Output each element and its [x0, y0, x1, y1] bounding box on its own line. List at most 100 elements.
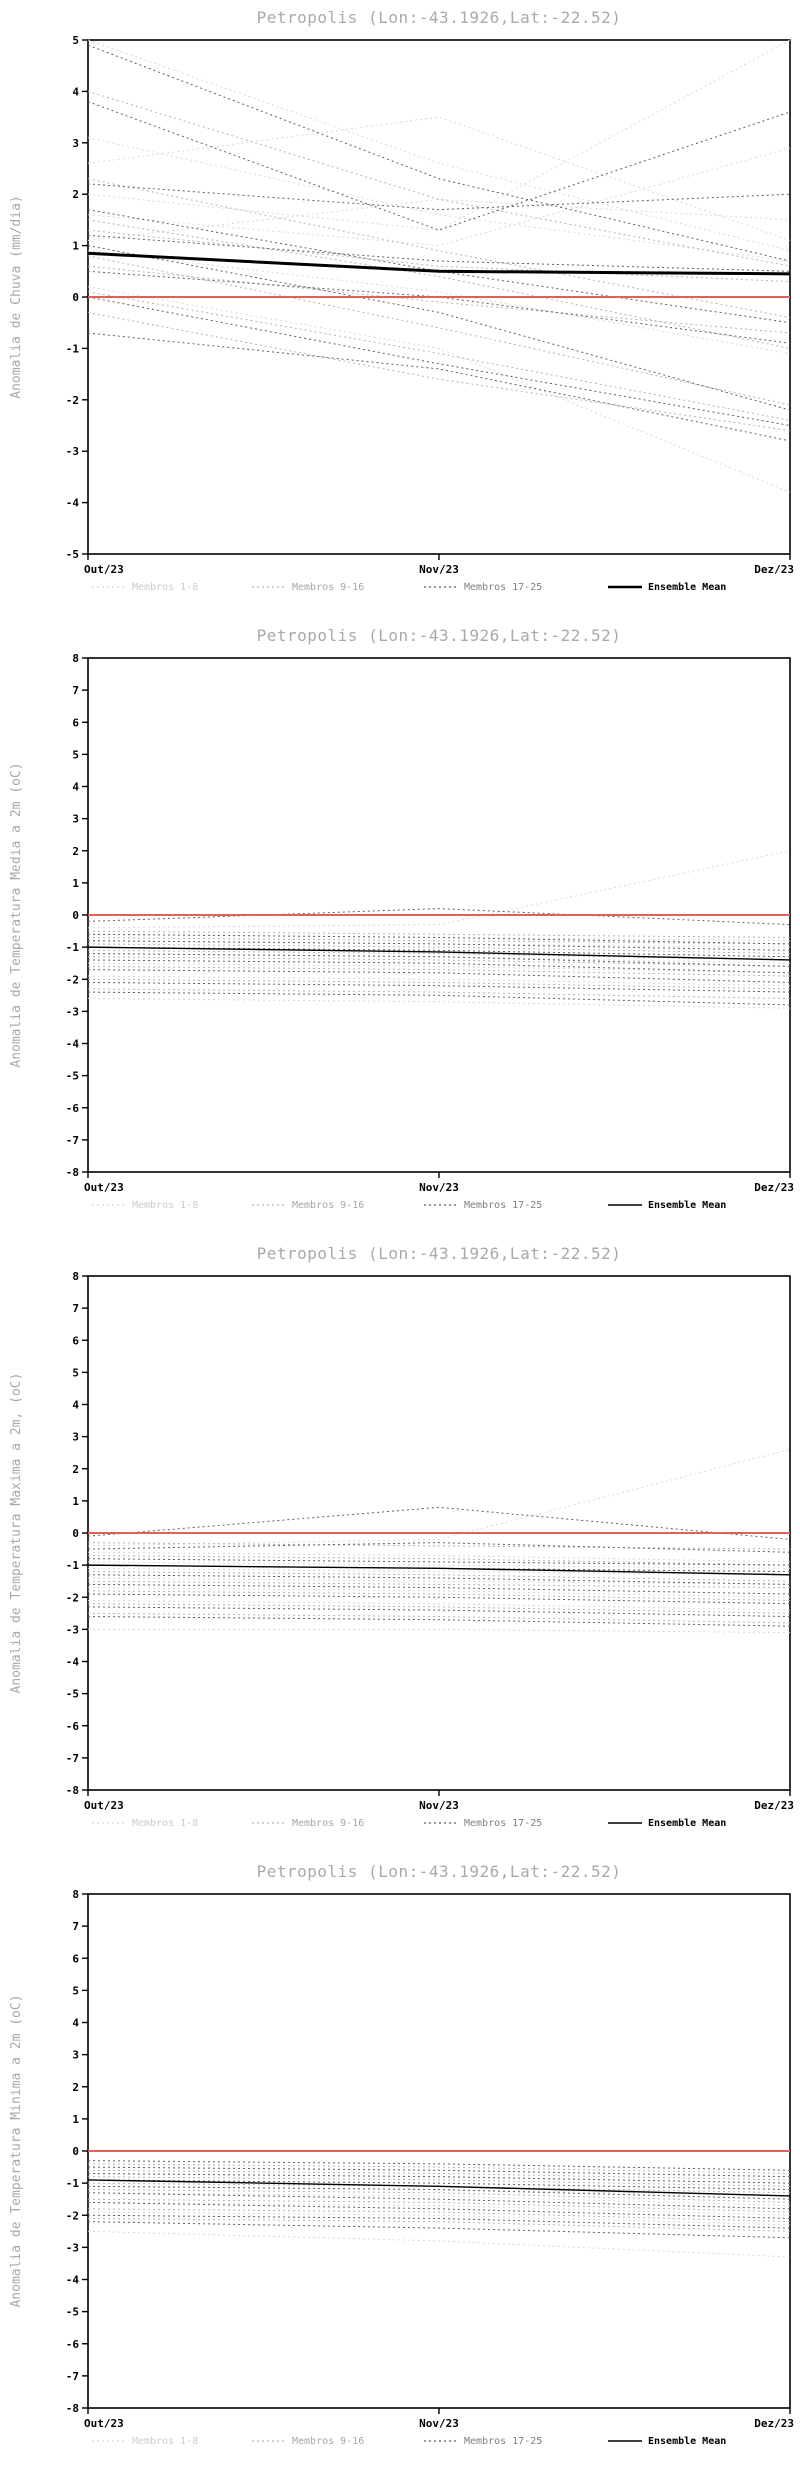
member-line	[87, 219, 791, 349]
y-tick-label: 2	[72, 1463, 79, 1476]
member-line	[87, 1554, 791, 1566]
member-line	[87, 2192, 791, 2210]
member-line	[87, 850, 791, 929]
members-group-3	[87, 44, 791, 442]
chart-panel-temp-mean: Petropolis (Lon:-43.1926,Lat:-22.52) -8 -…	[0, 618, 800, 1236]
member-line	[87, 2208, 791, 2223]
y-tick-label: -5	[66, 2306, 79, 2319]
member-line	[87, 1616, 791, 1627]
y-tick-label: -7	[66, 1134, 79, 1147]
x-tick-label: Out/23	[84, 1181, 124, 1194]
member-line	[87, 2221, 791, 2239]
y-tick-label: 1	[72, 877, 79, 890]
member-line	[87, 2230, 791, 2258]
member-line	[87, 2211, 791, 2226]
member-line	[87, 988, 791, 1000]
y-tick-label: -4	[66, 1038, 80, 1051]
member-line	[87, 998, 791, 1009]
member-line	[87, 2169, 791, 2181]
y-tick-label: 4	[72, 85, 79, 98]
member-line	[87, 2192, 791, 2207]
member-line	[87, 209, 791, 324]
member-line	[87, 2166, 791, 2178]
member-line	[87, 959, 791, 974]
y-tick-label: -8	[66, 2402, 79, 2415]
x-tick-label: Dez/23	[754, 2417, 794, 2430]
y-tick-label: 0	[72, 291, 79, 304]
member-line	[87, 943, 791, 955]
member-line	[87, 930, 791, 938]
member-line	[87, 2198, 791, 2213]
legend: Membros 1-8 Membros 9-16 Membros 17-25 Ense…	[92, 2436, 726, 2447]
member-line	[87, 44, 791, 262]
member-line	[87, 1567, 791, 1576]
y-tick-label: -3	[66, 1005, 79, 1018]
y-tick-label: -3	[66, 2241, 79, 2254]
y-tick-label: -4	[66, 2274, 80, 2287]
chart-title: Petropolis (Lon:-43.1926,Lat:-22.52)	[256, 8, 622, 27]
member-line	[87, 137, 791, 262]
legend-label: Ensemble Mean	[648, 1818, 726, 1829]
member-line	[87, 2185, 791, 2200]
member-line	[87, 969, 791, 983]
legend: Membros 1-8 Membros 9-16 Membros 17-25 Ense…	[92, 1200, 726, 1211]
member-line	[87, 2217, 791, 2232]
y-tick-label: -7	[66, 1752, 79, 1765]
legend-label: Ensemble Mean	[648, 2436, 726, 2447]
members-group-1	[87, 1448, 791, 1634]
legend-label: Membros 9-16	[292, 2436, 364, 2447]
y-tick-label: -8	[66, 1166, 79, 1179]
y-tick-label: 3	[72, 813, 79, 826]
chart-title: Petropolis (Lon:-43.1926,Lat:-22.52)	[256, 626, 622, 645]
member-line	[87, 953, 791, 967]
axes: -8 -7 -6 -5 -4 -3 -2 -1 0 1 2 3 4 5 6 7 8 Out/23 Nov/23 Dez…	[66, 1888, 794, 2430]
x-tick-label: Dez/23	[754, 1181, 794, 1194]
y-tick-label: -8	[66, 1784, 79, 1797]
y-tick-label: 3	[72, 2049, 79, 2062]
member-line	[87, 2163, 791, 2174]
member-line	[87, 255, 791, 406]
axes: -5 -4 -3 -2 -1 0 1 2 3 4 5 Out/23 Nov/23 Dez/23	[66, 34, 794, 576]
y-tick-label: -5	[66, 1688, 79, 1701]
x-tick-label: Out/23	[84, 563, 124, 576]
member-line	[87, 1542, 791, 1553]
y-tick-label: 7	[72, 1920, 79, 1933]
member-line	[87, 1561, 791, 1569]
legend-label: Membros 9-16	[292, 582, 364, 593]
x-tick-label: Nov/23	[419, 1181, 459, 1194]
member-line	[87, 1587, 791, 1598]
member-line	[87, 936, 791, 945]
legend-label: Ensemble Mean	[648, 1200, 726, 1211]
member-line	[87, 234, 791, 272]
y-tick-label: -6	[66, 2338, 80, 2351]
y-tick-label: -3	[66, 445, 79, 458]
member-line	[87, 940, 791, 951]
member-line	[87, 1612, 791, 1624]
chart-title: Petropolis (Lon:-43.1926,Lat:-22.52)	[256, 1244, 622, 1263]
y-tick-label: 0	[72, 909, 79, 922]
member-line	[87, 311, 791, 432]
y-tick-label: 4	[72, 781, 79, 794]
y-axis-label: Anomalia de Temperatura Maxima a 2m, (oC…	[9, 1373, 24, 1694]
member-line	[87, 2214, 791, 2229]
member-line	[87, 101, 791, 231]
member-line	[87, 1571, 791, 1582]
y-tick-label: -4	[66, 497, 80, 510]
member-line	[87, 1599, 791, 1611]
legend-label: Membros 9-16	[292, 1818, 364, 1829]
member-line	[87, 981, 791, 993]
y-tick-label: -3	[66, 1623, 79, 1636]
ensemble-mean-line	[87, 1564, 791, 1576]
member-line	[87, 2201, 791, 2216]
member-line	[87, 1506, 791, 1540]
y-tick-label: -2	[66, 973, 79, 986]
y-tick-label: 5	[72, 34, 79, 47]
y-tick-label: -7	[66, 2370, 79, 2383]
member-line	[87, 198, 791, 241]
temp-max-anomaly-chart: -8 -7 -6 -5 -4 -3 -2 -1 0 1 2 3 4 5 6 7 8 Out/23 Nov/23 Dez…	[9, 1270, 794, 1829]
y-tick-label: -1	[66, 1559, 80, 1572]
member-line	[87, 946, 791, 958]
member-line	[87, 296, 791, 426]
